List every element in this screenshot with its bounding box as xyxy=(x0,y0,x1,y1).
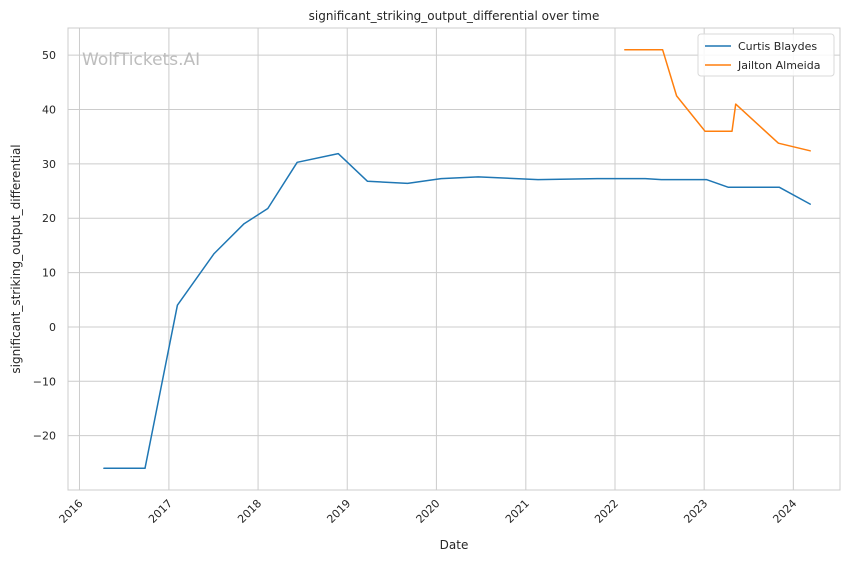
legend-label: Curtis Blaydes xyxy=(738,40,817,53)
y-tick-label: −10 xyxy=(33,375,56,388)
x-axis-label: Date xyxy=(440,538,469,552)
y-tick-label: −20 xyxy=(33,430,56,443)
y-tick-label: 0 xyxy=(49,321,56,334)
y-axis-label: significant_striking_output_differential xyxy=(9,144,23,373)
y-tick-label: 10 xyxy=(42,267,56,280)
y-tick-label: 40 xyxy=(42,104,56,117)
y-tick-label: 50 xyxy=(42,49,56,62)
y-tick-labels: −20 −10 0 10 20 30 40 50 xyxy=(33,49,56,442)
plot-frame xyxy=(67,27,841,491)
legend-box xyxy=(697,33,835,77)
series-line-jailton-almeida xyxy=(624,48,811,152)
watermark-text: WolfTickets.AI xyxy=(82,50,200,70)
y-tick-label: 20 xyxy=(42,212,56,225)
y-tick-label: 30 xyxy=(42,158,56,171)
chart-title: significant_striking_output_differential… xyxy=(309,9,600,23)
series-line-curtis-blaydes xyxy=(103,152,811,470)
series-layer xyxy=(103,48,811,470)
legend-label: Jailton Almeida xyxy=(737,59,820,72)
legend: Curtis Blaydes Jailton Almeida xyxy=(697,33,835,77)
grid xyxy=(68,28,840,490)
